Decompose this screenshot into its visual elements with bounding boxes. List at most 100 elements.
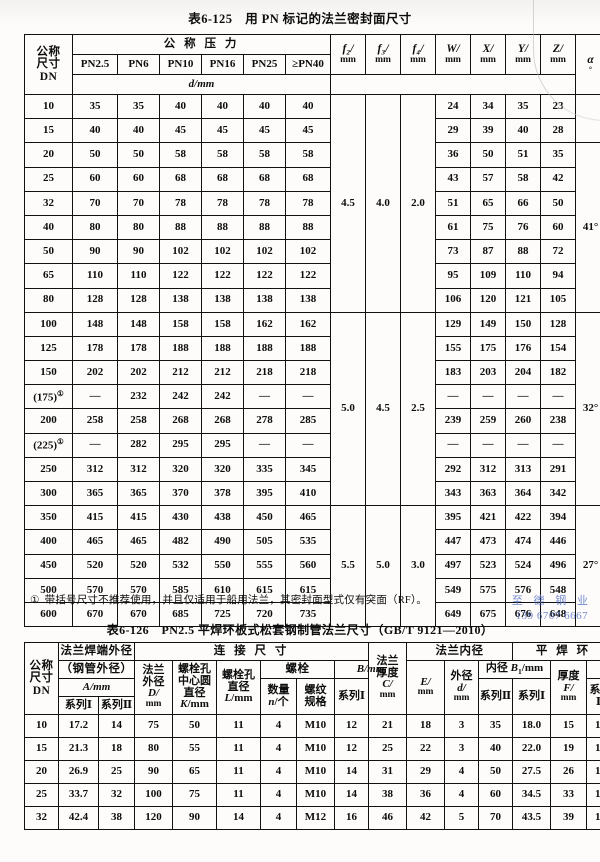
flange-sealing-face-table: 公称 尺寸 DN 公 称 压 力 f₂/mm f₃/mm f₄/mm W/mm X/mm Y/mm… [24, 34, 600, 628]
cell-dn: 65 [24, 263, 73, 289]
cell-c: 14 [333, 760, 370, 784]
header-y: Y/mm [505, 34, 542, 75]
cell-z: 28 [540, 118, 577, 144]
cell-od: 70 [478, 806, 514, 830]
cell-dn: 15 [24, 737, 59, 761]
cell-d: 75 [134, 714, 173, 738]
cell-d-pn3: 378 [201, 480, 244, 507]
cell-y: 66 [505, 190, 542, 216]
cell-d: 80 [134, 737, 173, 761]
cell-d-pn4: 88 [243, 214, 286, 241]
cell-dn: 250 [24, 456, 73, 483]
cell-dn: 300 [24, 480, 73, 507]
cell-d-pn1: 40 [117, 118, 160, 144]
cell-y: 204 [505, 360, 542, 386]
cell-id2: 15 [550, 714, 588, 738]
cell-l: 11 [216, 737, 261, 761]
table2-title: 表6-126 PN2.5 平焊环板式松套钢制管法兰尺寸（GB/T 9121—20… [106, 623, 494, 637]
header-bolt-count: 数量 n/个 [260, 678, 297, 715]
cell-w: 129 [435, 311, 472, 337]
cell-d-pn4: 58 [243, 142, 286, 168]
cell-dn: 15 [24, 118, 73, 144]
cell-y: 260 [505, 408, 542, 434]
cell-x: 87 [470, 239, 507, 265]
cell-d-pn0: 178 [72, 335, 118, 362]
cell-d-pn2: 138 [159, 287, 202, 313]
cell-f4: 2.5 [400, 311, 437, 507]
cell-d-pn1: 520 [117, 553, 160, 579]
cell-x: 149 [470, 311, 507, 337]
header-ring-od: 外径 d/mm [444, 660, 480, 715]
cell-x: 312 [470, 456, 507, 483]
cell-d-pn1: 60 [117, 166, 160, 192]
cell-dn: 20 [24, 760, 59, 784]
header-weld-outer-1: 法兰焊端外径 [58, 642, 135, 661]
cell-d-pn1: 128 [117, 287, 160, 313]
cell-x: 473 [470, 529, 507, 555]
cell-w: 61 [435, 214, 472, 241]
cell-d-pn5: 465 [284, 505, 332, 531]
cell-d-pn2: 158 [159, 311, 202, 337]
cell-d-pn0: 312 [72, 456, 118, 483]
cell-n: 4 [260, 806, 297, 830]
cell-dn: 100 [24, 311, 73, 337]
cell-d-pn0: 258 [72, 408, 118, 434]
cell-w: — [435, 384, 472, 410]
table1-footnote: ① 带括号尺寸不推荐使用，并且仅适用于船用法兰，其密封面型式仅有突面（RF）。 [30, 592, 427, 607]
header-f4: f₄/mm [400, 34, 437, 75]
header-alpha: α ° [575, 34, 600, 95]
header-ring-thickness: 厚度 F/mm [550, 660, 588, 715]
cell-id2: 39 [550, 806, 588, 830]
cell-dn: 25 [24, 783, 59, 807]
cell-od: 40 [478, 737, 514, 761]
cell-d-pn1: 90 [117, 239, 160, 265]
cell-w: 395 [435, 505, 472, 531]
cell-z: 50 [540, 190, 577, 216]
header-bolt: 螺栓 [260, 660, 335, 679]
cell-d-pn5: 138 [284, 287, 332, 313]
cell-l: 11 [216, 714, 261, 738]
cell-dn: (175)① [24, 384, 73, 410]
cell-d-pn3: 550 [201, 553, 244, 579]
cell-d-pn3: 138 [201, 287, 244, 313]
cell-b1: 46 [368, 806, 408, 830]
cell-dn: 10 [24, 714, 59, 738]
cell-y: 51 [505, 142, 542, 168]
cell-z: 238 [540, 408, 577, 434]
cell-a2: 14 [98, 714, 135, 738]
cell-f: 10 [586, 760, 600, 784]
cell-a2: 32 [98, 783, 135, 807]
cell-d-pn3: 212 [201, 360, 244, 386]
header-pn-3: PN16 [201, 54, 244, 75]
cell-x: 57 [470, 166, 507, 192]
cell-f2: 5.0 [330, 311, 367, 507]
cell-c: 14 [333, 783, 370, 807]
cell-d-pn1: 178 [117, 335, 160, 362]
cell-dn: 80 [24, 287, 73, 313]
cell-d-pn5: 285 [284, 408, 332, 434]
cell-id2: 33 [550, 783, 588, 807]
cell-d-pn5: 40 [284, 93, 332, 120]
cell-a1: 26.9 [58, 760, 99, 784]
cell-w: 43 [435, 166, 472, 192]
cell-dn: 400 [24, 529, 73, 555]
cell-d: 90 [134, 760, 173, 784]
header-weld-outer-2: （钢管外径） [58, 660, 135, 679]
header-ringid-series2: 系列Ⅱ [586, 678, 600, 715]
cell-d-pn5: 68 [284, 166, 332, 192]
cell-d-pn3: 268 [201, 408, 244, 434]
cell-k: 50 [172, 714, 217, 738]
cell-z: 105 [540, 287, 577, 313]
cell-d-pn4: 615 [243, 577, 286, 603]
cell-y: 76 [505, 214, 542, 241]
cell-d-pn1: 312 [117, 456, 160, 483]
header-f3: f₃/mm [365, 34, 402, 75]
cell-d-pn3: 58 [201, 142, 244, 168]
cell-z: 291 [540, 456, 577, 483]
header-ring-id: 内径 B1/mm [478, 660, 552, 679]
cell-x: 259 [470, 408, 507, 434]
cell-b2: 22 [406, 737, 446, 761]
cell-d-pn1: 258 [117, 408, 160, 434]
cell-d-pn0: — [72, 384, 118, 410]
cell-z: 342 [540, 480, 577, 507]
